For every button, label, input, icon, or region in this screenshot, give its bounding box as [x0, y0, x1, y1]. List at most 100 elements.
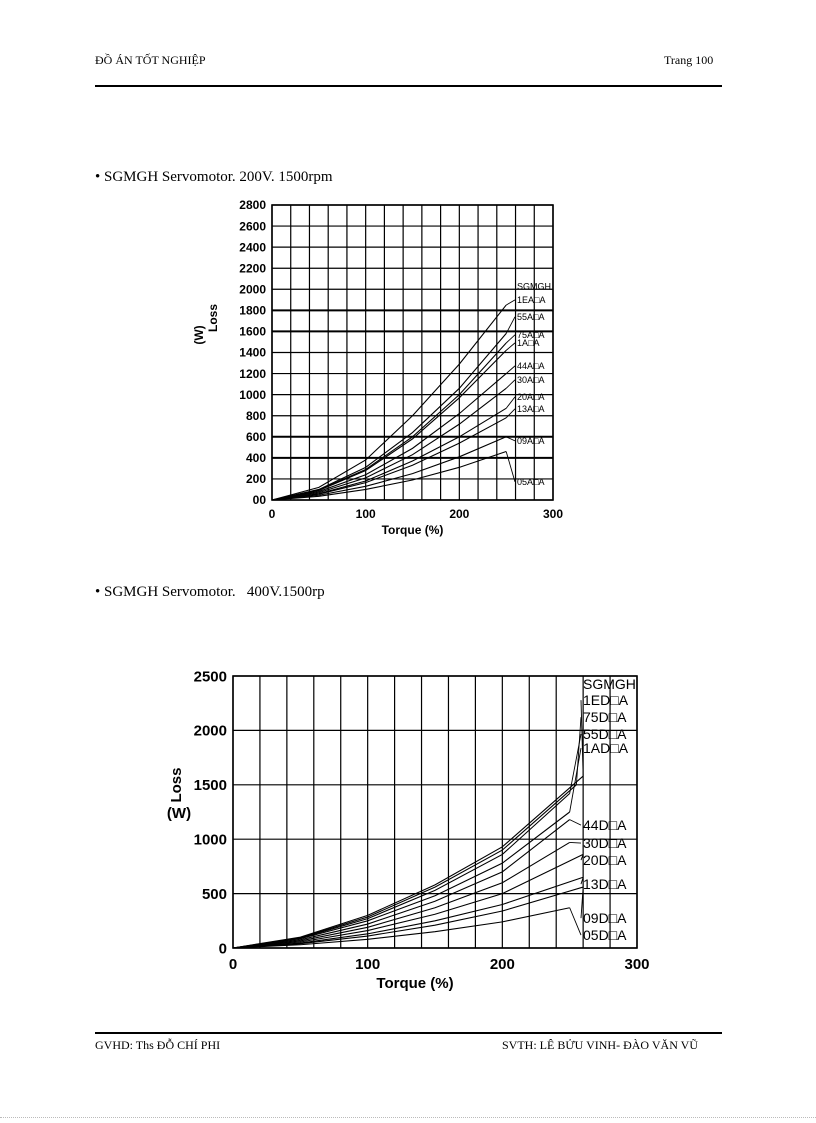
y-axis-unit: (W) — [192, 325, 206, 344]
legend-leader-7 — [505, 396, 516, 409]
legend-leader-4 — [569, 748, 582, 813]
y-tick-label: 1000 — [194, 831, 227, 848]
series-line-1 — [271, 304, 507, 501]
footer-students: SVTH: LÊ BỬU VINH- ĐÀO VĂN VŨ — [502, 1038, 698, 1052]
legend-leader-1 — [580, 700, 584, 777]
x-axis-label: Torque (%) — [382, 523, 444, 537]
footer-rule — [95, 1032, 722, 1034]
series-line-10 — [232, 907, 570, 949]
plot-frame — [232, 675, 638, 949]
series-line-3 — [271, 342, 507, 501]
legend-leader-9 — [505, 436, 516, 442]
series-line-6 — [232, 841, 570, 949]
y-tick-label: 2600 — [239, 219, 266, 233]
legend-leader-2 — [575, 717, 582, 785]
legend-label-5: 44D□A — [583, 817, 627, 833]
x-tick-label: 300 — [624, 956, 649, 973]
legend-leader-5 — [505, 365, 516, 374]
x-tick-label: 100 — [356, 507, 376, 521]
header-title: ĐỒ ÁN TỐT NGHIỆP — [95, 53, 206, 67]
y-tick-label: 2200 — [239, 261, 266, 275]
legend-title: SGMGH — [583, 676, 636, 692]
legend-label-1: 1EA□A — [517, 295, 545, 305]
x-tick-label: 0 — [269, 507, 276, 521]
y-tick-label: 00 — [253, 493, 267, 507]
plot-frame — [271, 204, 554, 501]
series-line-7 — [232, 853, 584, 949]
y-tick-label: 400 — [246, 451, 266, 465]
legend-label-4: 1A□A — [517, 338, 539, 348]
legend-leader-1 — [505, 299, 516, 306]
legend-label-2: 75D□A — [583, 709, 627, 725]
legend-leader-6 — [569, 842, 582, 844]
y-tick-label: 800 — [246, 409, 266, 423]
y-tick-label: 500 — [202, 886, 227, 903]
legend-label-6: 30A□A — [517, 375, 544, 385]
y-tick-label: 2400 — [239, 240, 266, 254]
series-line-2 — [232, 784, 577, 949]
legend-leader-4 — [505, 342, 516, 351]
legend-label-10: 05A□A — [517, 477, 544, 487]
legend-leader-7 — [580, 854, 584, 861]
y-tick-label: 1200 — [239, 367, 266, 381]
footer-instructor: GVHD: Ths ĐỖ CHÍ PHI — [95, 1038, 221, 1052]
legend-leader-9 — [580, 887, 584, 919]
legend-leader-5 — [569, 819, 582, 826]
x-tick-label: 200 — [449, 507, 469, 521]
chart-caption-1: • SGMGH Servomotor. 200V. 1500rpm — [95, 169, 333, 185]
legend-label-4: 1AD□A — [583, 740, 629, 756]
series-line-6 — [271, 387, 507, 501]
y-tick-label: 2000 — [239, 282, 266, 296]
y-tick-label: 1400 — [239, 346, 266, 360]
legend-leader-3 — [505, 334, 516, 344]
legend-label-8: 13A□A — [517, 404, 544, 414]
legend-label-9: 09A□A — [517, 436, 544, 446]
chart-caption-2: • SGMGH Servomotor. 400V.1500rp — [95, 584, 325, 600]
legend-leader-8 — [505, 408, 516, 419]
series-line-9 — [271, 436, 507, 501]
series-line-9 — [232, 886, 584, 949]
legend-leader-10 — [505, 451, 516, 482]
series-line-3 — [232, 793, 571, 949]
legend-label-6: 30D□A — [583, 835, 627, 851]
x-tick-label: 100 — [355, 956, 380, 973]
legend-label-9: 09D□A — [583, 910, 627, 926]
y-tick-label: 200 — [246, 472, 266, 486]
legend-label-5: 44A□A — [517, 361, 544, 371]
series-line-4 — [232, 811, 570, 949]
legend-label-7: 20A□A — [517, 392, 544, 402]
legend-label-1: 1ED□A — [583, 692, 629, 708]
x-tick-label: 200 — [490, 956, 515, 973]
x-tick-label: 0 — [229, 956, 237, 973]
chart-200v: 0020040060080010001200140016001800200022… — [192, 198, 563, 537]
page-edge — [0, 1117, 816, 1118]
y-axis-label: Loss — [206, 304, 220, 332]
page-number: Trang 100 — [664, 53, 714, 67]
legend-label-3: 75A□A — [517, 330, 544, 340]
legend-leader-10 — [569, 907, 582, 936]
series-line-10 — [271, 451, 507, 501]
x-axis-label: Torque (%) — [376, 975, 453, 992]
y-tick-label: 1500 — [194, 777, 227, 794]
legend-title: SGMGH — [517, 282, 551, 292]
series-line-4 — [271, 350, 507, 501]
legend-label-8: 13D□A — [583, 876, 627, 892]
series-line-8 — [232, 876, 584, 949]
series-line-2 — [271, 333, 507, 501]
y-axis-unit: (W) — [167, 805, 191, 822]
y-tick-label: 1800 — [239, 304, 266, 318]
y-tick-label: 1600 — [239, 325, 266, 339]
legend-label-3: 55D□A — [583, 726, 627, 742]
y-tick-label: 0 — [219, 940, 227, 957]
legend-leader-6 — [505, 379, 516, 389]
legend-leader-8 — [580, 877, 584, 885]
series-line-5 — [232, 819, 571, 949]
legend-label-7: 20D□A — [583, 852, 627, 868]
header-rule — [95, 85, 722, 87]
series-line-1 — [232, 775, 584, 949]
legend-leader-2 — [505, 316, 516, 334]
series-line-8 — [271, 417, 507, 501]
legend-label-2: 55A□A — [517, 312, 544, 322]
y-tick-label: 600 — [246, 430, 266, 444]
